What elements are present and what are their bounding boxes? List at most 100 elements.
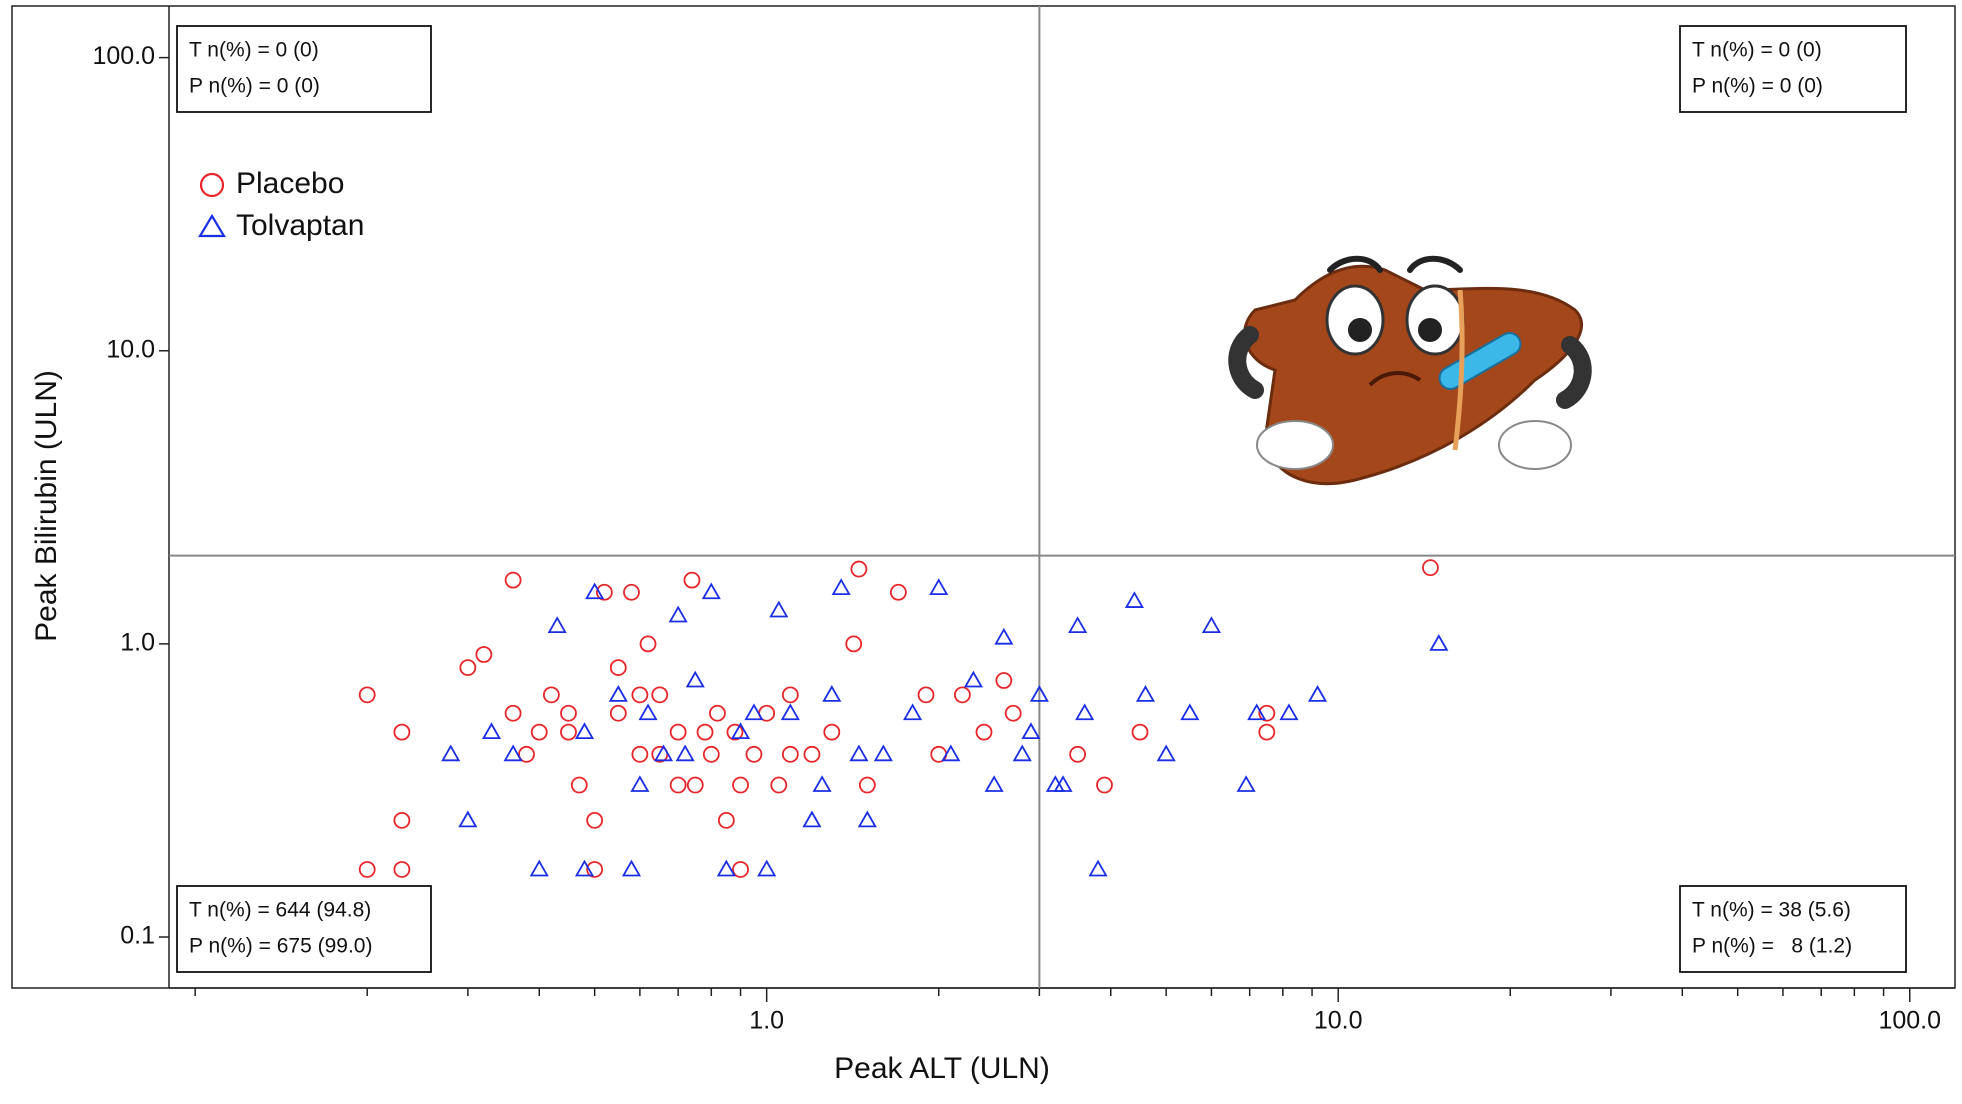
data-point — [1258, 723, 1276, 741]
data-point — [529, 859, 549, 877]
x-tick-label: 100.0 — [1878, 1007, 1941, 1035]
data-point — [716, 859, 736, 877]
data-point — [984, 775, 1004, 792]
data-point — [929, 578, 949, 595]
data-point — [441, 744, 461, 762]
data-point — [458, 810, 478, 828]
annotation-text: P n(%) = 675 (99.0) — [189, 935, 372, 958]
y-tick-label: 100.0 — [92, 42, 155, 70]
data-point — [503, 744, 523, 762]
data-point — [1422, 559, 1439, 577]
data-point — [1279, 703, 1299, 721]
legend-marker — [199, 172, 225, 198]
data-point — [653, 744, 674, 762]
data-point — [638, 703, 658, 721]
data-point — [1068, 616, 1088, 633]
data-point — [963, 670, 983, 688]
data-point — [1053, 775, 1073, 792]
data-point — [889, 583, 907, 601]
data-point — [560, 723, 577, 741]
data-point — [780, 703, 800, 721]
data-point — [730, 722, 751, 740]
annotation-text: T n(%) = 38 (5.6) — [1692, 899, 1851, 922]
data-point — [941, 744, 961, 762]
data-point — [669, 776, 687, 794]
data-point — [475, 646, 493, 663]
data-point — [530, 723, 548, 741]
data-point — [504, 704, 522, 722]
x-tick-label: 10.0 — [1314, 1007, 1363, 1035]
data-point — [608, 685, 628, 702]
legend-label: Placebo — [236, 167, 344, 200]
data-point — [542, 686, 560, 704]
data-point — [621, 859, 642, 877]
data-point — [595, 583, 613, 601]
data-point — [857, 810, 877, 828]
data-point — [570, 776, 588, 794]
y-axis-title: Peak Bilirubin (ULN) — [30, 370, 63, 642]
data-point — [953, 686, 971, 704]
x-axis-title: Peak ALT (ULN) — [834, 1052, 1050, 1085]
data-point — [1012, 744, 1032, 762]
data-point — [393, 861, 411, 878]
data-point — [651, 686, 669, 704]
y-tick-label: 0.1 — [120, 922, 155, 950]
data-point — [823, 723, 841, 741]
data-point — [1088, 859, 1108, 877]
data-point — [995, 672, 1013, 689]
data-point — [769, 600, 789, 618]
annotation-text: P n(%) = 8 (1.2) — [1692, 935, 1852, 958]
annotation-text: P n(%) = 0 (0) — [1692, 75, 1823, 98]
x-tick-label: 1.0 — [749, 1007, 784, 1035]
data-point — [630, 775, 650, 792]
data-point — [770, 776, 788, 794]
data-point — [518, 745, 535, 763]
y-tick-label: 10.0 — [106, 335, 155, 363]
data-point — [1156, 744, 1176, 762]
annotation-box — [1679, 885, 1907, 973]
legend-label: Tolvaptan — [236, 209, 364, 242]
data-point — [675, 744, 695, 762]
data-point — [781, 745, 799, 763]
data-point — [686, 776, 704, 794]
data-point — [481, 722, 502, 740]
data-point — [732, 776, 749, 794]
data-point — [504, 571, 522, 589]
data-point — [685, 670, 705, 688]
data-point — [1258, 704, 1276, 722]
data-point — [994, 627, 1014, 645]
data-point — [631, 686, 649, 704]
annotation-box — [1679, 25, 1907, 113]
data-point — [560, 704, 577, 722]
data-point — [701, 582, 721, 600]
data-point — [1429, 634, 1449, 651]
data-point — [1135, 685, 1156, 702]
data-point — [845, 635, 863, 653]
data-point — [1180, 703, 1200, 721]
data-point — [781, 686, 799, 704]
data-point — [586, 811, 604, 829]
data-point — [744, 703, 764, 721]
data-point — [803, 745, 821, 763]
data-point — [358, 686, 376, 704]
data-point — [1307, 685, 1328, 702]
data-point — [1131, 723, 1149, 741]
data-point — [393, 723, 411, 741]
data-point — [1247, 703, 1267, 721]
data-point — [669, 723, 687, 741]
legend-marker — [198, 213, 226, 238]
data-point — [609, 704, 627, 722]
data-point — [631, 745, 649, 763]
data-point — [903, 703, 923, 721]
plot-frame — [11, 5, 1956, 989]
data-point — [459, 659, 477, 677]
data-point — [822, 685, 842, 702]
data-point — [975, 723, 993, 741]
data-point — [574, 859, 595, 877]
data-point — [802, 810, 822, 828]
data-point — [709, 704, 726, 722]
data-point — [745, 745, 763, 763]
data-point — [1096, 776, 1113, 794]
